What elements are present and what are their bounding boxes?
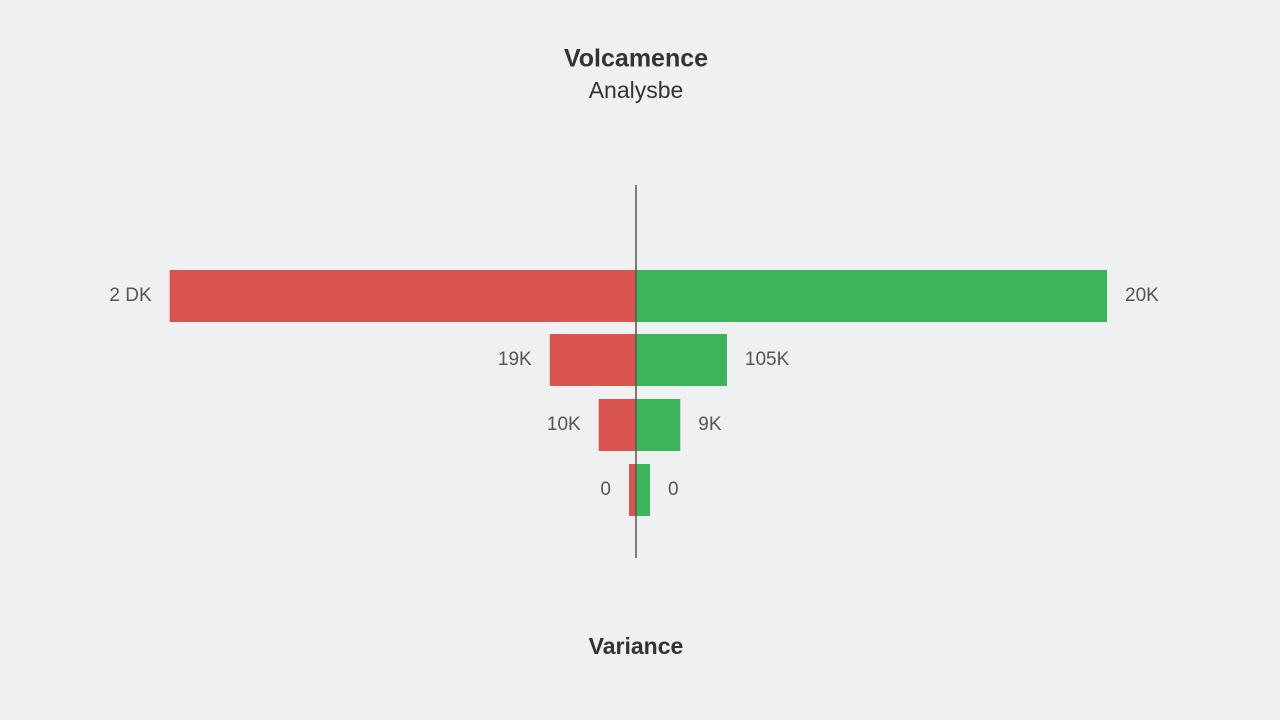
bar: [636, 270, 1108, 322]
bar: [636, 464, 650, 516]
data-label: 9K: [698, 414, 722, 435]
chart-title: Volcamence: [564, 45, 708, 73]
bar: [549, 334, 636, 386]
bar: [636, 399, 681, 451]
bar: [636, 334, 727, 386]
chart-subtitle: Analysbe: [589, 77, 684, 103]
bar: [598, 399, 636, 451]
data-label: 105K: [745, 349, 790, 370]
data-label: 0: [668, 479, 679, 500]
x-axis-label: Variance: [589, 633, 684, 659]
bar: [169, 270, 636, 322]
data-label: 19K: [498, 349, 532, 370]
data-label: 10K: [547, 414, 581, 435]
bar: [629, 464, 636, 516]
data-label: 2 DK: [109, 285, 152, 306]
data-label: 20K: [1125, 285, 1159, 306]
data-label: 0: [600, 479, 611, 500]
